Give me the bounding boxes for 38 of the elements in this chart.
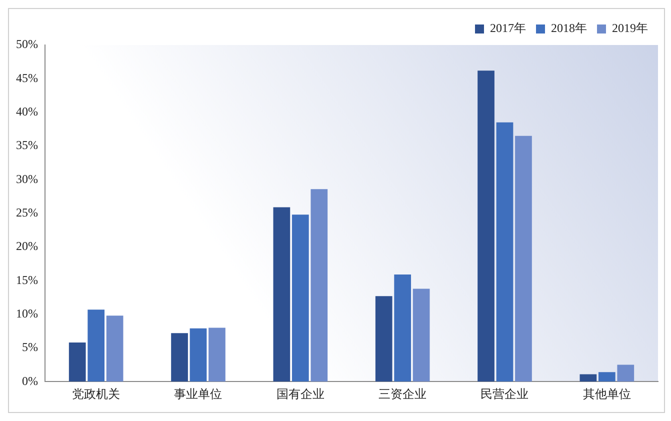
y-tick-label: 25% — [16, 205, 38, 220]
bar — [375, 296, 392, 382]
bar — [478, 70, 494, 382]
bar — [310, 189, 328, 382]
x-tick-label: 党政机关 — [72, 386, 120, 401]
y-tick-label: 50% — [16, 37, 38, 52]
y-tick-label: 20% — [16, 239, 38, 254]
legend-label: 2018年 — [551, 21, 587, 36]
bar — [580, 374, 597, 382]
bar — [617, 364, 634, 382]
bar — [412, 288, 430, 382]
bar — [292, 214, 309, 382]
y-tick-label: 35% — [16, 138, 38, 152]
y-tick-label: 45% — [16, 70, 38, 85]
legend-label: 2017年 — [490, 21, 526, 36]
bar — [273, 207, 290, 382]
bar — [190, 328, 207, 382]
bar — [106, 316, 124, 382]
y-tick-label: 5% — [22, 340, 38, 354]
bar — [171, 333, 188, 382]
bar — [515, 136, 532, 382]
y-tick-label: 10% — [16, 306, 38, 320]
bar — [598, 372, 616, 382]
y-tick-label: 30% — [16, 172, 38, 186]
x-tick-label: 民营企业 — [480, 386, 529, 401]
legend-label: 2019年 — [612, 21, 648, 36]
x-tick-label: 国有企业 — [276, 386, 324, 401]
bar — [208, 328, 226, 382]
y-tick-label: 15% — [16, 272, 38, 287]
bar — [394, 274, 412, 382]
bar — [88, 310, 105, 382]
x-tick-label: 事业单位 — [174, 386, 222, 401]
x-tick-label: 三资企业 — [378, 386, 427, 401]
y-tick-label: 40% — [16, 104, 38, 118]
x-tick-label: 其他单位 — [582, 386, 631, 401]
bar — [496, 122, 514, 382]
y-tick-label: 0% — [22, 374, 38, 388]
bar — [68, 342, 86, 382]
